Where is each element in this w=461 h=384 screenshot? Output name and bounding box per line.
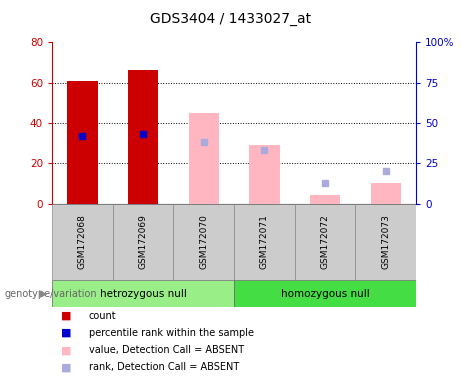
Bar: [128, 71, 158, 204]
Bar: [52, 204, 112, 280]
Text: GDS3404 / 1433027_at: GDS3404 / 1433027_at: [150, 12, 311, 25]
Bar: [371, 184, 401, 204]
Text: ■: ■: [61, 362, 72, 372]
Text: GSM172069: GSM172069: [138, 215, 148, 269]
Text: count: count: [89, 311, 117, 321]
Bar: [234, 280, 416, 307]
Bar: [67, 81, 97, 204]
Text: GSM172072: GSM172072: [320, 215, 330, 269]
Bar: [249, 145, 279, 204]
Text: GSM172068: GSM172068: [78, 215, 87, 269]
Bar: [189, 113, 219, 204]
Bar: [52, 280, 234, 307]
Bar: [295, 204, 355, 280]
Bar: [173, 204, 234, 280]
Text: GSM172071: GSM172071: [260, 215, 269, 269]
Text: GSM172073: GSM172073: [381, 215, 390, 269]
Text: hetrozygous null: hetrozygous null: [100, 289, 186, 299]
Text: ■: ■: [61, 328, 72, 338]
Text: value, Detection Call = ABSENT: value, Detection Call = ABSENT: [89, 345, 244, 355]
Bar: [112, 204, 173, 280]
Text: genotype/variation: genotype/variation: [5, 289, 97, 299]
Text: rank, Detection Call = ABSENT: rank, Detection Call = ABSENT: [89, 362, 239, 372]
Text: ■: ■: [61, 311, 72, 321]
Text: ▶: ▶: [39, 289, 47, 299]
Text: homozygous null: homozygous null: [281, 289, 369, 299]
Text: ■: ■: [61, 345, 72, 355]
Bar: [310, 195, 340, 204]
Text: GSM172070: GSM172070: [199, 215, 208, 269]
Bar: [355, 204, 416, 280]
Text: percentile rank within the sample: percentile rank within the sample: [89, 328, 254, 338]
Bar: [234, 204, 295, 280]
